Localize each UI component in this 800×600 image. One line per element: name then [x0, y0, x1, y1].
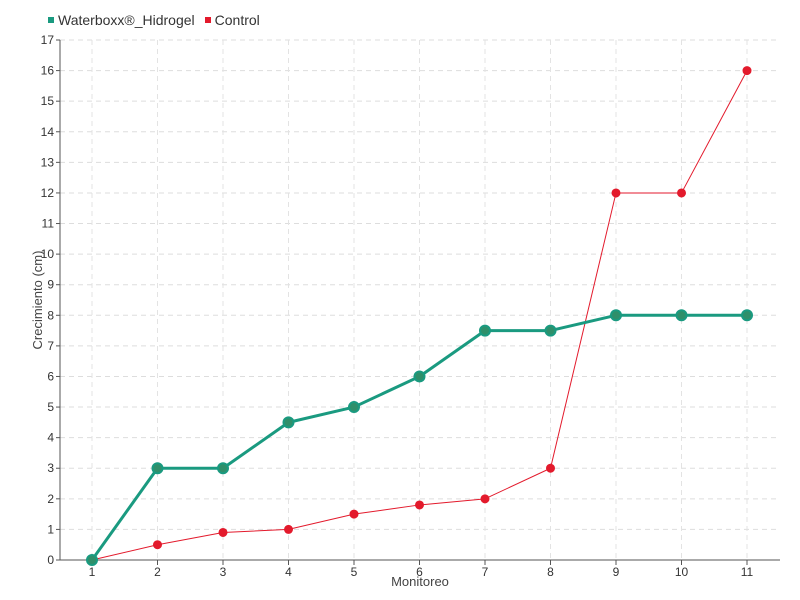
y-tick-label: 2 [47, 492, 54, 506]
legend: Waterboxx®_Hidrogel Control [48, 12, 260, 28]
legend-item-control[interactable]: Control [204, 12, 260, 28]
x-tick-label: 9 [613, 565, 620, 579]
y-tick-label: 1 [47, 522, 54, 536]
y-tick-label: 13 [41, 155, 55, 169]
data-point-control [611, 188, 621, 198]
y-tick-label: 7 [47, 339, 54, 353]
data-point-waterboxx [479, 324, 491, 337]
y-tick-label: 4 [47, 431, 54, 445]
x-tick-label: 5 [351, 565, 358, 579]
data-point-control [153, 540, 162, 550]
legend-swatch-control [204, 17, 211, 23]
legend-label-waterboxx: Waterboxx®_Hidrogel [58, 12, 195, 28]
y-tick-label: 0 [47, 553, 54, 567]
y-tick-label: 15 [41, 94, 55, 108]
x-tick-label: 2 [154, 565, 161, 579]
legend-label-control: Control [214, 12, 260, 28]
data-point-waterboxx [151, 462, 164, 475]
x-tick-label: 11 [741, 565, 754, 579]
y-tick-label: 12 [41, 186, 55, 200]
data-point-control [480, 494, 490, 504]
x-tick-label: 1 [89, 565, 96, 579]
data-point-waterboxx [675, 309, 688, 322]
y-axis-title: Crecimiento (cm) [30, 251, 45, 350]
data-point-waterboxx [282, 416, 295, 429]
x-axis-title: Monitoreo [391, 574, 449, 589]
data-point-control [546, 463, 555, 473]
x-axis-ticks: 1 2 3 4 5 6 7 8 9 10 11 [89, 560, 754, 579]
data-point-control [415, 500, 424, 510]
x-tick-label: 7 [482, 565, 489, 579]
y-tick-label: 11 [42, 217, 55, 231]
data-point-control [218, 527, 228, 537]
data-point-waterboxx [217, 462, 229, 475]
y-tick-label: 8 [47, 308, 54, 322]
data-point-waterboxx [610, 309, 622, 322]
data-point-control [349, 509, 359, 519]
x-tick-label: 8 [547, 565, 554, 579]
x-tick-label: 6 [416, 565, 423, 579]
data-point-waterboxx [86, 554, 98, 566]
data-point-control [742, 66, 752, 76]
legend-item-waterboxx[interactable]: Waterboxx®_Hidrogel [48, 12, 195, 28]
y-tick-label: 5 [47, 400, 54, 414]
series-layer [86, 66, 753, 566]
x-tick-label: 10 [675, 565, 689, 579]
data-point-waterboxx [741, 309, 753, 322]
y-tick-label: 6 [47, 369, 54, 383]
x-tick-label: 3 [220, 565, 227, 579]
y-tick-label: 17 [41, 33, 55, 47]
y-tick-label: 16 [41, 64, 55, 78]
data-point-control [677, 188, 686, 198]
y-tick-label: 9 [47, 278, 54, 292]
grid [60, 39, 780, 560]
data-point-waterboxx [544, 324, 557, 337]
data-point-waterboxx [413, 370, 426, 383]
data-point-waterboxx [348, 401, 360, 414]
x-tick-label: 4 [285, 565, 292, 579]
y-tick-label: 10 [41, 247, 55, 261]
legend-swatch-waterboxx [48, 17, 54, 23]
y-tick-label: 3 [47, 461, 54, 475]
y-tick-label: 14 [41, 125, 55, 139]
data-point-control [284, 524, 293, 534]
